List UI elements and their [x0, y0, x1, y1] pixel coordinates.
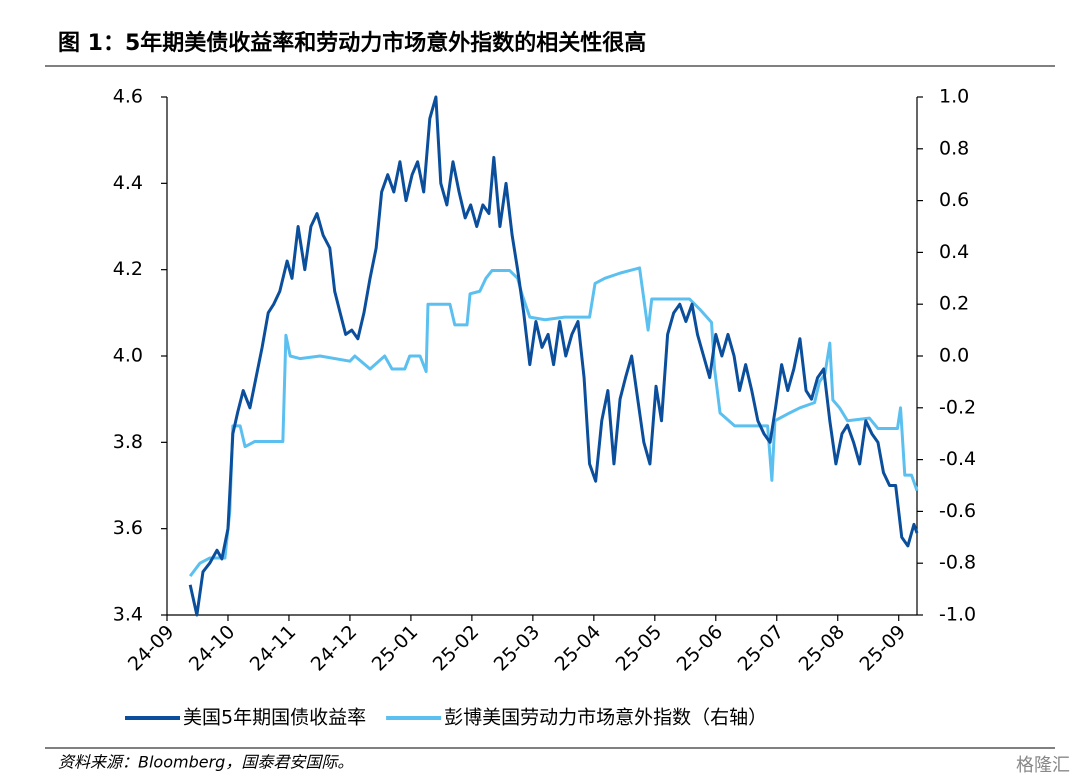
y2-tick-label: 0.0: [939, 345, 969, 367]
legend-label: 美国5年期国债收益率: [183, 707, 366, 729]
y-tick-label: 4.4: [113, 172, 143, 194]
y2-tick-label: -0.8: [939, 552, 976, 574]
y2-tick-label: 0.4: [939, 241, 969, 263]
x-tick-label: 25-05: [612, 621, 667, 676]
y2-tick-label: -0.6: [939, 500, 976, 522]
x-tick-label: 25-03: [490, 621, 545, 676]
source: 资料来源：Bloomberg，国泰君安国际。: [58, 753, 353, 772]
y2-tick-label: -0.4: [939, 448, 976, 470]
y2-tick-label: 0.8: [939, 137, 969, 159]
y2-tick-label: 1.0: [939, 86, 969, 108]
x-tick-label: 25-01: [368, 621, 423, 676]
y2-tick-label: -0.2: [939, 396, 976, 418]
y-tick-label: 4.6: [113, 86, 143, 108]
x-tick-label: 24-11: [246, 621, 301, 676]
y2-tick-label: 0.6: [939, 189, 969, 211]
series-line: [188, 266, 919, 578]
x-tick-label: 24-09: [124, 621, 179, 676]
series-line: [188, 95, 919, 617]
x-tick-label: 24-12: [307, 621, 362, 676]
x-tick-label: 24-10: [185, 621, 240, 676]
y2-tick-label: -1.0: [939, 604, 976, 626]
watermark: 格隆汇: [1016, 755, 1070, 776]
x-tick-label: 25-07: [734, 621, 789, 676]
x-tick-label: 25-09: [856, 621, 911, 676]
y2-tick-label: 0.2: [939, 293, 969, 315]
y-tick-label: 4.2: [113, 258, 143, 280]
x-tick-label: 25-04: [551, 621, 606, 676]
y-tick-label: 3.4: [113, 604, 143, 626]
y-tick-label: 3.6: [113, 517, 143, 539]
x-tick-label: 25-06: [673, 621, 728, 676]
x-tick-label: 25-02: [429, 621, 484, 676]
y-tick-label: 3.8: [113, 431, 143, 453]
y-tick-label: 4.0: [113, 345, 143, 367]
legend-label: 彭博美国劳动力市场意外指数（右轴）: [444, 707, 767, 729]
x-tick-label: 25-08: [795, 621, 850, 676]
chart-title: 图 1：5年期美债收益率和劳动力市场意外指数的相关性很高: [58, 30, 646, 56]
